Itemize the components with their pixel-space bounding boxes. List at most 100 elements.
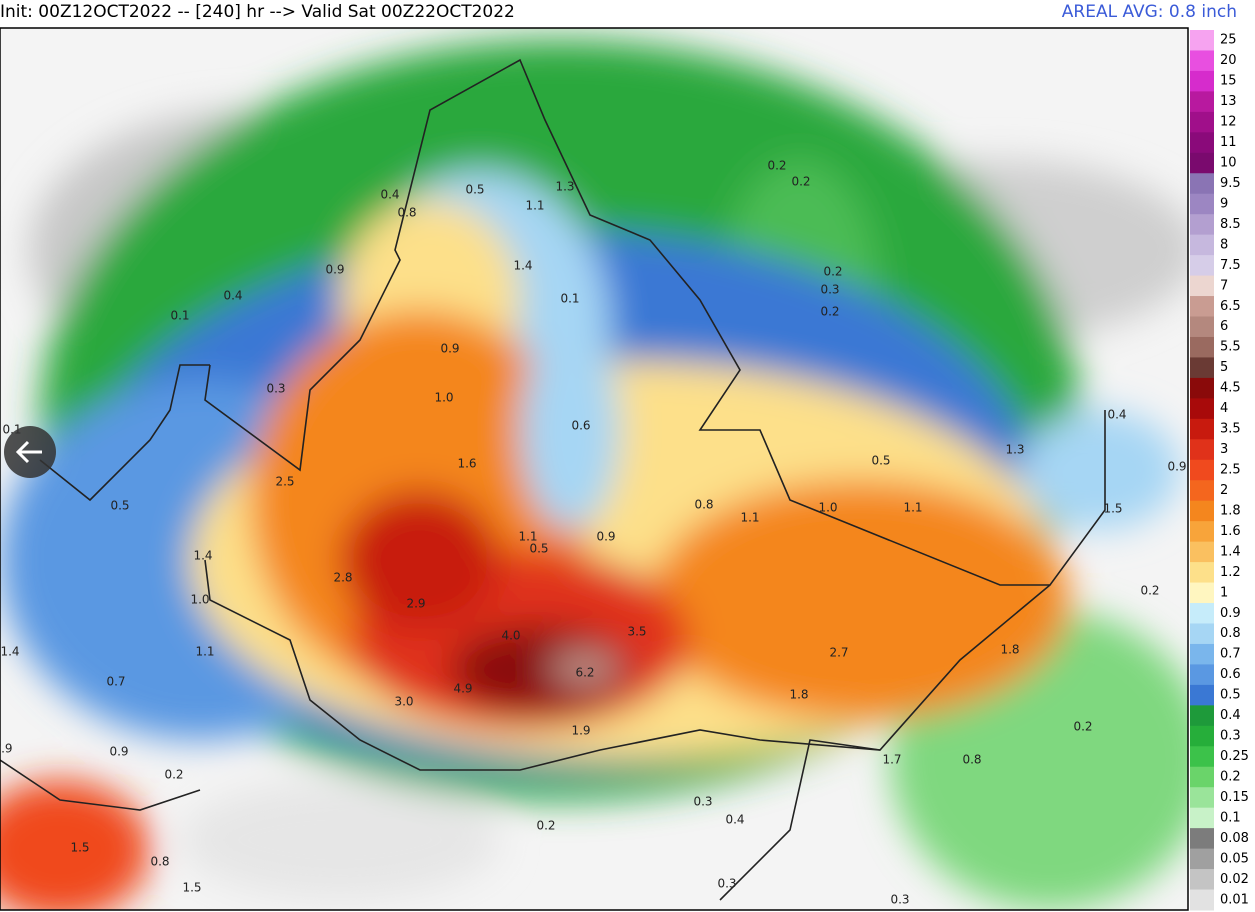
map-label: 0.9	[109, 745, 128, 759]
colorbar-label: 11	[1220, 135, 1237, 150]
colorbar-label: 0.15	[1220, 790, 1249, 805]
colorbar-swatch	[1190, 582, 1214, 604]
colorbar-swatch	[1190, 152, 1214, 174]
colorbar-label: 8.5	[1220, 217, 1241, 232]
map-label: 0.7	[106, 675, 125, 689]
colorbar-label: 8	[1220, 237, 1228, 252]
colorbar-swatch	[1190, 500, 1214, 522]
colorbar-label: 2	[1220, 483, 1228, 498]
colorbar-swatch	[1190, 398, 1214, 420]
map-label: 0.8	[150, 855, 169, 869]
colorbar-label: 7	[1220, 278, 1228, 293]
colorbar-swatch	[1190, 70, 1214, 92]
back-button[interactable]	[4, 426, 56, 478]
map-label: 1.1	[195, 645, 214, 659]
map-label: 0.2	[791, 175, 810, 189]
map-label: 1.1	[740, 511, 759, 525]
colorbar-label: 4.5	[1220, 381, 1241, 396]
colorbar-swatch	[1190, 562, 1214, 584]
map-label: 1.8	[1000, 643, 1019, 657]
colorbar-swatch	[1190, 296, 1214, 318]
map-label: 1.0	[434, 391, 453, 405]
colorbar-label: 10	[1220, 156, 1237, 171]
map-label: 6.2	[575, 666, 594, 680]
colorbar-label: 0.1	[1220, 810, 1241, 825]
colorbar-label: 0.6	[1220, 667, 1241, 682]
precip-field	[0, 28, 1188, 910]
map-label: 1.4	[513, 259, 532, 273]
colorbar-swatch	[1190, 377, 1214, 399]
map-label: 1.7	[882, 753, 901, 767]
colorbar-swatch	[1190, 480, 1214, 502]
map-label: 0.9	[325, 263, 344, 277]
colorbar-label: 9.5	[1220, 176, 1241, 191]
colorbar-swatch	[1190, 30, 1214, 51]
map-label: 1.1	[525, 199, 544, 213]
map-label: 3.0	[394, 695, 413, 709]
map-label: 0.2	[536, 819, 555, 833]
colorbar-label: 1	[1220, 585, 1228, 600]
colorbar-swatch	[1190, 869, 1214, 891]
map-frame	[0, 27, 1189, 911]
areal-avg: AREAL AVG: 0.8 inch	[1062, 2, 1237, 22]
colorbar-label: 9	[1220, 196, 1228, 211]
map-label: 0.2	[820, 305, 839, 319]
colorbar: 252015131211109.598.587.576.565.554.543.…	[1190, 30, 1249, 911]
map-label: 0.4	[223, 289, 242, 303]
map-label: 1.5	[1103, 502, 1122, 516]
map-label: 1.4	[0, 645, 19, 659]
colorbar-swatch	[1190, 848, 1214, 870]
map-label: 0.2	[164, 768, 183, 782]
colorbar-label: 7.5	[1220, 258, 1241, 273]
colorbar-label: 12	[1220, 115, 1237, 130]
colorbar-label: 4	[1220, 401, 1228, 416]
colorbar-label: 1.8	[1220, 503, 1241, 518]
map-label: 0.4	[380, 188, 399, 202]
map-label: 4.0	[501, 629, 520, 643]
map-label: 0.5	[871, 454, 890, 468]
map-label: 1.6	[457, 457, 476, 471]
map-label: 2.8	[333, 571, 352, 585]
map-label: 1.1	[518, 530, 537, 544]
colorbar-swatch	[1190, 336, 1214, 358]
map-label: 1.0	[818, 501, 837, 515]
colorbar-swatch	[1190, 275, 1214, 297]
colorbar-swatch	[1190, 725, 1214, 747]
map-label: 3.5	[627, 625, 646, 639]
colorbar-swatch	[1190, 50, 1214, 72]
colorbar-swatch	[1190, 357, 1214, 379]
map-label: 0.8	[397, 206, 416, 220]
colorbar-label: 0.3	[1220, 729, 1241, 744]
colorbar-label: 0.01	[1220, 892, 1249, 907]
colorbar-swatch	[1190, 746, 1214, 768]
colorbar-swatch	[1190, 439, 1214, 461]
colorbar-label: 3	[1220, 442, 1228, 457]
map-label: 0.2	[823, 265, 842, 279]
map-label: 0.3	[820, 283, 839, 297]
colorbar-label: 2.5	[1220, 463, 1241, 478]
colorbar-swatch	[1190, 684, 1214, 706]
colorbar-label: 20	[1220, 53, 1237, 68]
map-label: 0.4	[1107, 408, 1126, 422]
colorbar-label: 0.9	[1220, 606, 1241, 621]
colorbar-swatch	[1190, 214, 1214, 236]
colorbar-swatch	[1190, 787, 1214, 809]
colorbar-swatch	[1190, 91, 1214, 113]
map-label: 0.1	[560, 292, 579, 306]
map-label: 1.3	[555, 180, 574, 194]
map-label: 1.1	[903, 501, 922, 515]
colorbar-label: 1.6	[1220, 524, 1241, 539]
map-label: 0.9	[1167, 460, 1186, 474]
colorbar-swatch	[1190, 418, 1214, 440]
map-label: 0.5	[465, 183, 484, 197]
map-label: 1.4	[193, 549, 212, 563]
colorbar-swatch	[1190, 459, 1214, 481]
colorbar-swatch	[1190, 132, 1214, 154]
colorbar-label: 3.5	[1220, 422, 1241, 437]
map-label: 0.2	[1073, 720, 1092, 734]
colorbar-label: 0.02	[1220, 872, 1249, 887]
map-label: 0.3	[266, 382, 285, 396]
map-label: 2.9	[406, 597, 425, 611]
colorbar-label: 0.7	[1220, 647, 1241, 662]
colorbar-swatch	[1190, 603, 1214, 624]
